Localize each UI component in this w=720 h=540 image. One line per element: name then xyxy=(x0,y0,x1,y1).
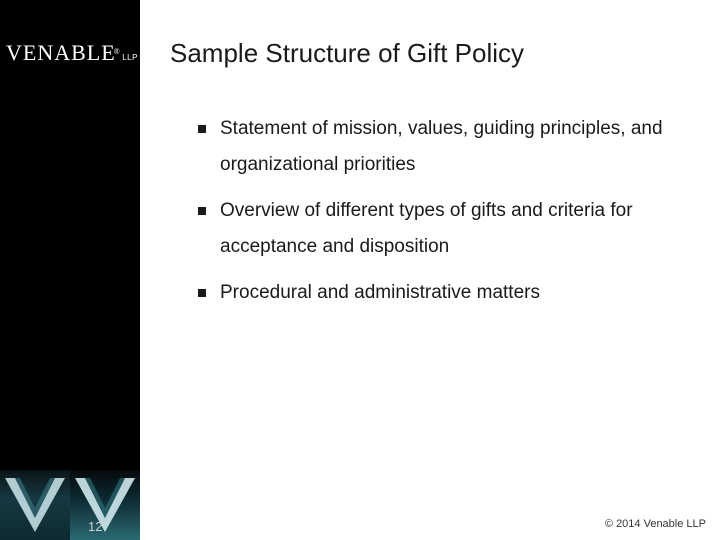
copyright-text: © 2014 Venable LLP xyxy=(605,518,706,530)
thumbnail-image xyxy=(0,470,70,540)
content-area: Sample Structure of Gift Policy Statemen… xyxy=(170,38,690,321)
logo: VENABLE®LLP xyxy=(6,40,138,66)
v-logo-icon xyxy=(70,470,140,540)
logo-registered-icon: ® xyxy=(114,47,121,56)
bullet-list: Statement of mission, values, guiding pr… xyxy=(170,111,690,311)
slide: VENABLE®LLP Sample Structure of Gift Pol… xyxy=(0,0,720,540)
logo-brand: VENABLE xyxy=(6,40,116,65)
page-number: 12 xyxy=(88,519,102,534)
page-title: Sample Structure of Gift Policy xyxy=(170,38,690,69)
thumbnail-strip: 12 xyxy=(0,470,140,540)
logo-suffix: LLP xyxy=(122,53,138,62)
list-item: Overview of different types of gifts and… xyxy=(198,193,690,265)
thumbnail-image: 12 xyxy=(70,470,140,540)
list-item: Statement of mission, values, guiding pr… xyxy=(198,111,690,183)
v-logo-icon xyxy=(0,470,70,540)
sidebar: VENABLE®LLP xyxy=(0,0,140,540)
list-item: Procedural and administrative matters xyxy=(198,275,690,311)
